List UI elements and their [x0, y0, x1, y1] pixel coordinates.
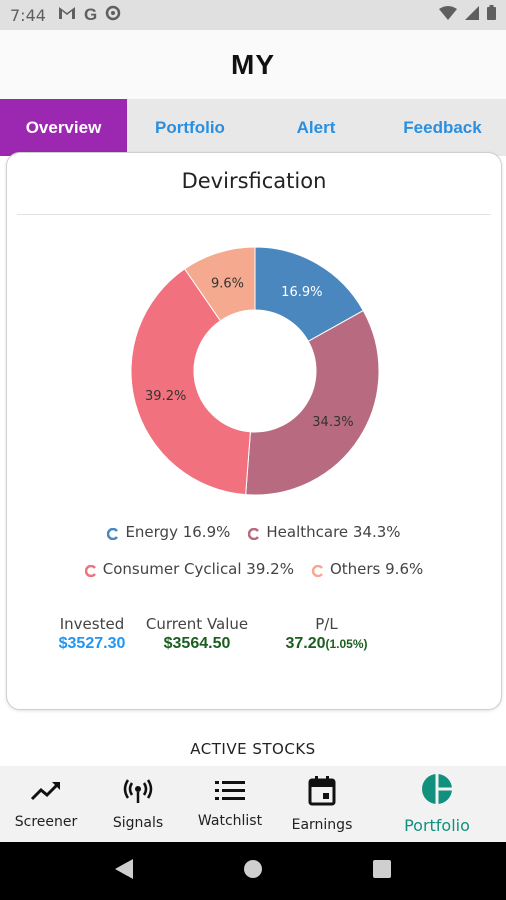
legend-label: Others 9.6% — [329, 560, 424, 578]
status-time: 7:44 — [10, 5, 46, 25]
donut-data-label: 39.2% — [145, 389, 186, 404]
system-nav-bar — [0, 842, 506, 900]
donut-slice-others — [183, 246, 256, 322]
card-title: Devirsfication — [181, 169, 327, 193]
recents-icon[interactable] — [373, 859, 391, 883]
list-icon — [215, 780, 245, 805]
google-icon: G — [83, 5, 98, 24]
legend-swatch-icon — [311, 563, 324, 578]
legend-item-energy: Energy 16.9% — [107, 523, 230, 541]
pl-percent: (1.05%) — [325, 637, 368, 651]
stat-current-value: Current Value $3564.50 — [137, 615, 257, 653]
nav-earnings[interactable]: Earnings — [276, 766, 368, 842]
diversification-donut-chart: 16.9% 34.3% 39.2% 9.6% — [130, 246, 380, 496]
nav-label: Earnings — [291, 816, 353, 833]
tab-alert[interactable]: Alert — [296, 117, 336, 137]
legend-item-consumer-cyclical: Consumer Cyclical 39.2% — [84, 560, 294, 578]
tab-overview[interactable]: Overview — [0, 99, 127, 156]
pie-chart-icon — [421, 773, 453, 810]
tab-bar: Overview Portfolio Alert Feedback — [0, 99, 506, 156]
invested-value: $3527.30 — [58, 635, 126, 652]
nav-label: Signals — [112, 814, 164, 831]
stat-label: Current Value — [145, 615, 249, 633]
nav-label: Watchlist — [197, 812, 263, 829]
donut-data-label: 16.9% — [281, 285, 322, 300]
pl-value-row: 37.20(1.05%) — [269, 635, 384, 653]
nav-portfolio[interactable]: Portfolio — [368, 766, 506, 842]
active-stocks-heading: ACTIVE STOCKS — [190, 740, 316, 758]
donut-data-label: 9.6% — [211, 277, 244, 292]
calendar-icon — [308, 775, 336, 809]
tab-feedback[interactable]: Feedback — [403, 117, 482, 137]
nav-label: Portfolio — [404, 816, 470, 835]
home-icon[interactable] — [243, 859, 263, 884]
gmail-icon — [58, 6, 76, 25]
broadcast-icon — [122, 778, 154, 807]
stat-pl: P/L 37.20(1.05%) — [269, 615, 384, 653]
app-title: MY — [231, 48, 275, 80]
stat-label: P/L — [315, 615, 338, 633]
donut-data-label: 34.3% — [312, 415, 353, 430]
bottom-nav: Screener Signals Watchlist Earnings Port… — [0, 766, 506, 842]
nav-label: Screener — [14, 813, 78, 830]
trending-up-icon — [30, 779, 62, 806]
app-bar: MY — [0, 30, 506, 100]
current-value: $3564.50 — [163, 635, 231, 652]
legend-row-2: Consumer Cyclical 39.2% Others 9.6% — [7, 560, 501, 578]
legend-label: Healthcare 34.3% — [266, 523, 401, 541]
battery-icon — [487, 5, 496, 25]
nav-screener[interactable]: Screener — [0, 766, 92, 842]
sync-icon — [105, 5, 121, 26]
donut-slice-consumer-cyclical — [130, 268, 251, 496]
tab-portfolio[interactable]: Portfolio — [155, 117, 225, 137]
donut-slice-healthcare — [245, 309, 380, 496]
donut-slice-energy — [254, 246, 364, 342]
nav-signals[interactable]: Signals — [92, 766, 184, 842]
diversification-card: Devirsfication 16.9% 34.3% 39.2% 9.6% Energ… — [6, 152, 502, 710]
legend-label: Consumer Cyclical 39.2% — [102, 560, 294, 578]
wifi-icon — [439, 5, 457, 25]
stat-invested: Invested $3527.30 — [37, 615, 147, 653]
legend-swatch-icon — [107, 526, 119, 541]
legend-row-1: Energy 16.9% Healthcare 34.3% — [7, 523, 501, 541]
signal-icon — [465, 5, 479, 25]
legend-item-others: Others 9.6% — [311, 560, 424, 578]
stat-label: Invested — [59, 615, 125, 633]
status-bar: 7:44 G — [0, 0, 506, 30]
legend-label: Energy 16.9% — [125, 523, 231, 541]
card-divider — [17, 214, 491, 215]
pl-value: 37.20 — [285, 635, 326, 652]
legend-item-healthcare: Healthcare 34.3% — [248, 523, 401, 541]
legend-swatch-icon — [84, 563, 97, 578]
nav-watchlist[interactable]: Watchlist — [184, 766, 276, 842]
legend-swatch-icon — [248, 526, 260, 541]
back-icon[interactable] — [115, 858, 133, 884]
